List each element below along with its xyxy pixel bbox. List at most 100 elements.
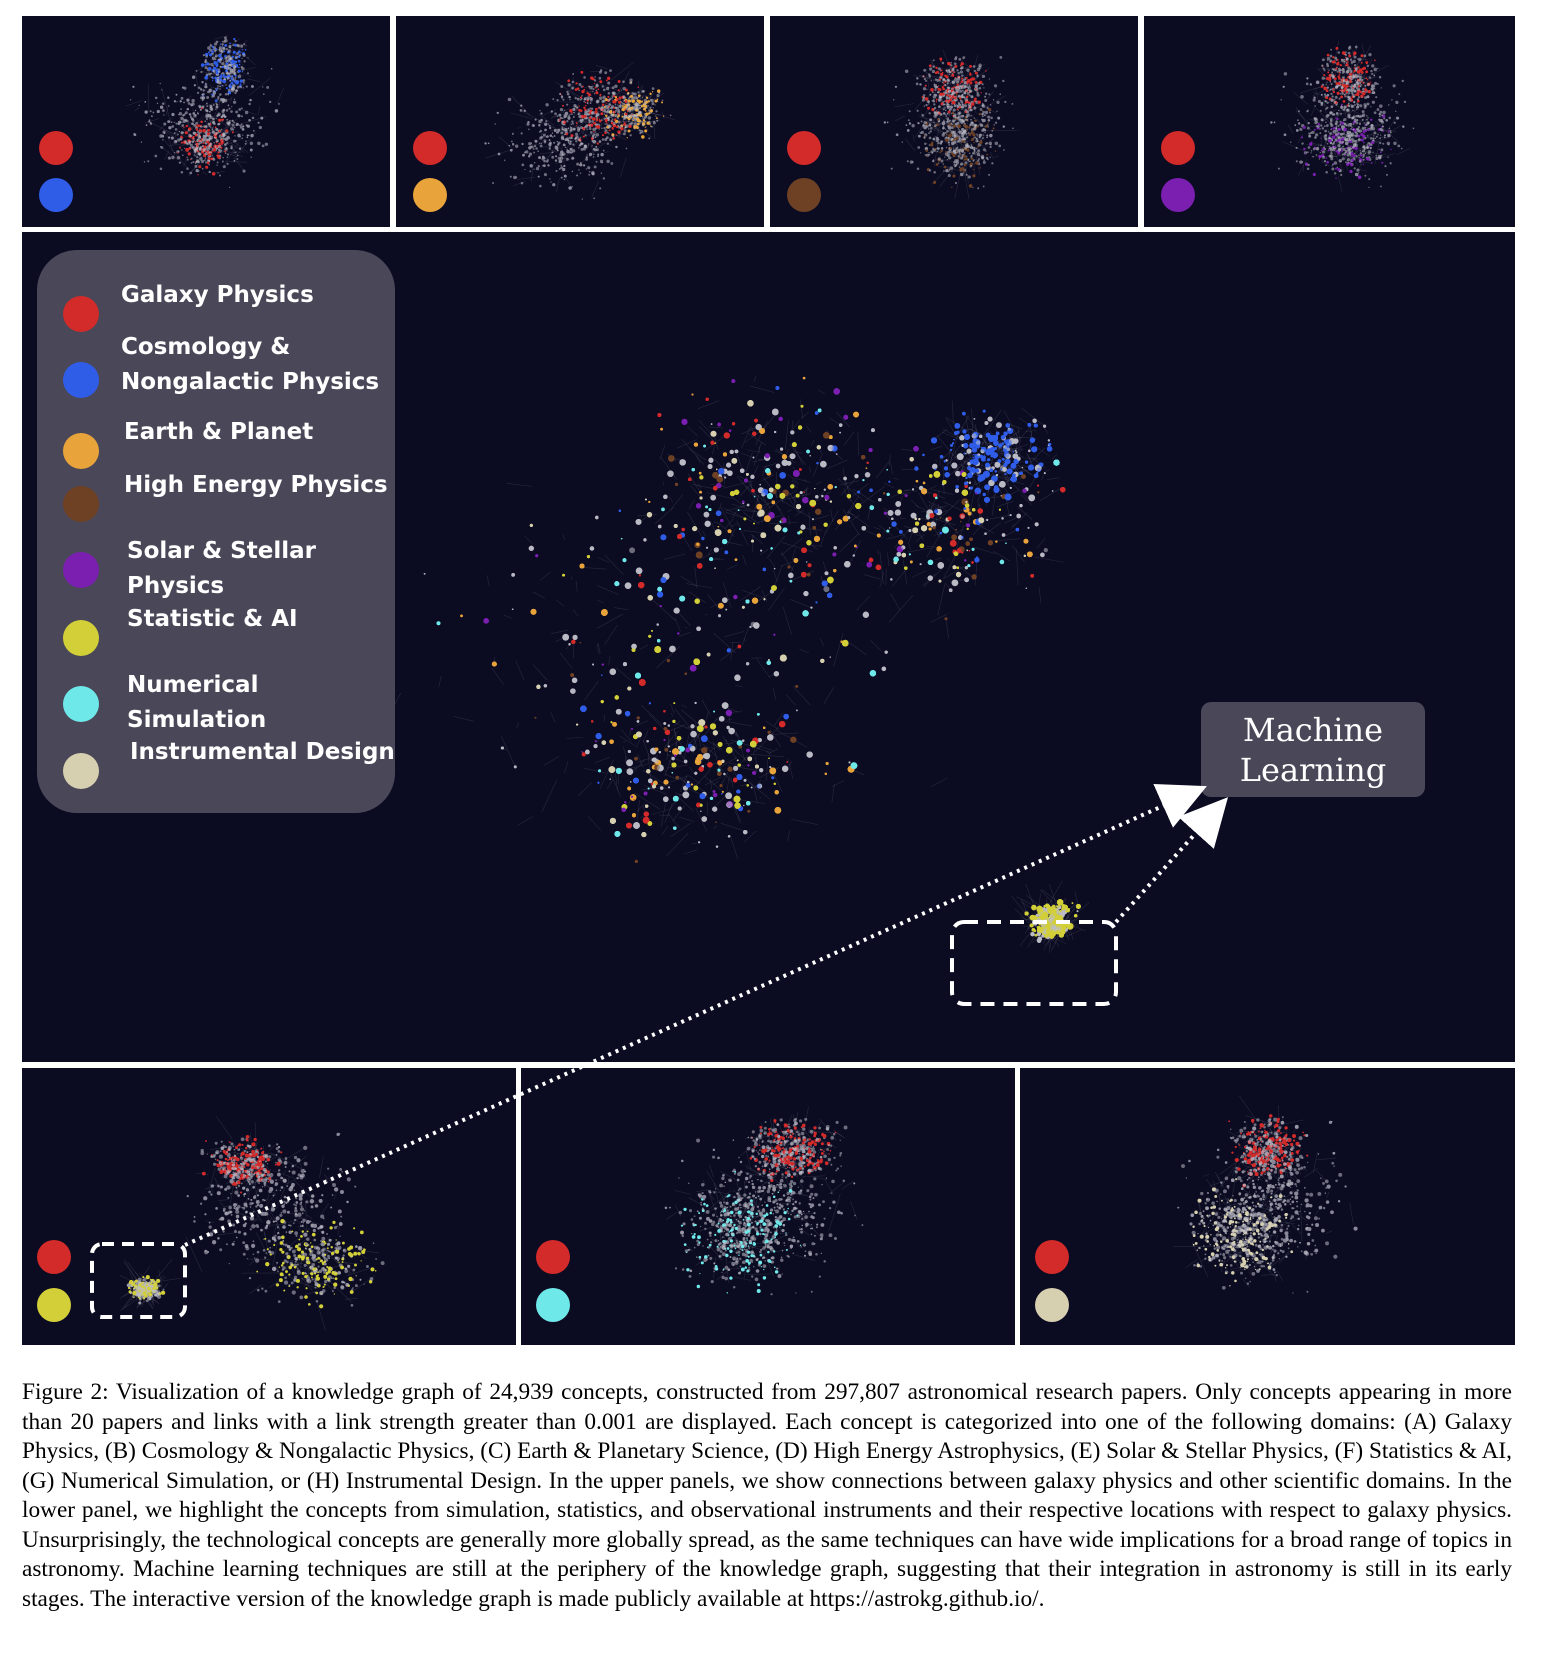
graph-edge [762,463,776,468]
concept-node [955,163,958,166]
concept-node [189,143,193,147]
concept-node [205,133,207,136]
concept-node [968,184,973,188]
concept-node [209,126,212,128]
concept-node [1334,74,1336,77]
concept-node [180,108,182,110]
concept-node [196,128,198,130]
concept-node [915,82,919,86]
graph-edge [666,775,689,784]
concept-node [925,79,928,82]
graph-edge [713,522,721,524]
concept-node [953,115,957,119]
concept-node [1331,60,1335,64]
graph-edge [840,475,859,496]
concept-node [161,134,165,138]
concept-node [603,113,606,115]
concept-node [624,88,628,92]
concept-node [195,128,199,131]
concept-node [1329,59,1333,63]
graph-edge [570,576,573,580]
concept-node [964,108,968,112]
concept-node [511,132,514,135]
concept-node [563,164,566,168]
concept-node [1358,81,1362,85]
concept-node [1336,166,1338,169]
graph-edge [935,503,939,528]
concept-node [1270,121,1273,124]
concept-node [220,52,223,54]
concept-node [941,92,945,96]
concept-node [987,126,989,128]
concept-node [1344,53,1348,57]
concept-node [226,68,228,71]
concept-node [955,159,959,163]
concept-node [979,143,982,145]
concept-node [632,124,635,127]
concept-node [182,114,185,117]
graph-edge [794,448,804,465]
concept-node [224,56,228,60]
concept-node [629,81,633,85]
concept-node [607,92,611,95]
graph-edge [616,667,632,681]
concept-node [176,101,178,103]
network-scatter [1270,40,1415,192]
concept-node [230,70,233,74]
concept-node [639,102,641,104]
concept-node [570,123,573,126]
concept-node [1340,112,1342,115]
concept-node [1341,125,1345,129]
concept-node [967,88,970,91]
concept-node [202,142,204,145]
concept-node [1309,83,1313,86]
concept-node [1332,142,1335,145]
concept-node [583,144,587,148]
concept-node [205,125,208,128]
concept-node [233,43,237,47]
concept-node [260,116,264,120]
concept-node [571,170,574,173]
network-scatter [484,61,676,200]
concept-node [639,132,642,135]
concept-node [219,43,222,45]
concept-node [1354,104,1356,106]
concept-node [983,87,985,89]
graph-edge [926,532,942,558]
concept-node [936,86,939,88]
concept-node [583,96,588,101]
concept-node [189,171,193,175]
concept-node [973,106,976,108]
concept-node [210,157,214,161]
graph-edge [747,432,767,446]
graph-edge [704,776,724,793]
concept-node [238,147,242,150]
concept-node [547,123,549,125]
concept-node [249,141,254,146]
concept-node [1347,51,1351,55]
concept-node [1364,174,1367,177]
concept-node [1333,98,1336,101]
concept-node [958,128,960,131]
concept-node [241,70,244,73]
concept-node [232,50,236,54]
concept-node [545,103,549,107]
concept-node [241,48,243,51]
concept-node [926,88,928,90]
graph-edge [948,456,952,475]
concept-node [976,135,978,137]
concept-node [973,150,976,152]
concept-node [228,44,232,48]
concept-node [196,133,201,137]
concept-node [1321,76,1325,80]
concept-node [624,112,628,116]
concept-node [598,107,600,109]
concept-node [223,64,226,67]
concept-node [953,161,956,164]
concept-node [645,106,648,109]
concept-node [214,76,217,80]
concept-node [641,121,644,123]
concept-node [999,56,1003,59]
graph-edge [724,631,745,638]
concept-node [221,140,224,142]
